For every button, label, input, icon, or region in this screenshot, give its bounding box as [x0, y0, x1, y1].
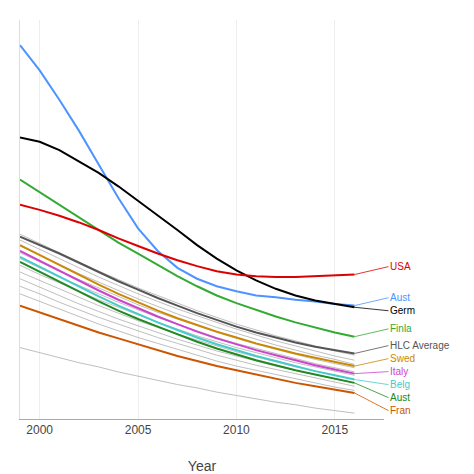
svg-text:USA: USA — [390, 261, 411, 272]
svg-text:2005: 2005 — [125, 423, 152, 437]
svg-text:Swed: Swed — [390, 353, 415, 364]
svg-text:Aust: Aust — [390, 292, 410, 303]
svg-text:Belg: Belg — [390, 379, 410, 390]
svg-text:Fran: Fran — [390, 405, 411, 416]
svg-text:2010: 2010 — [223, 423, 250, 437]
svg-text:Italy: Italy — [390, 366, 408, 377]
svg-text:2000: 2000 — [26, 423, 53, 437]
svg-text:Germ: Germ — [390, 305, 415, 316]
svg-text:HLC Average: HLC Average — [390, 340, 450, 351]
svg-text:Finla: Finla — [390, 323, 412, 334]
svg-text:2015: 2015 — [321, 423, 348, 437]
svg-text:Year: Year — [188, 458, 217, 474]
svg-text:Aust: Aust — [390, 392, 410, 403]
